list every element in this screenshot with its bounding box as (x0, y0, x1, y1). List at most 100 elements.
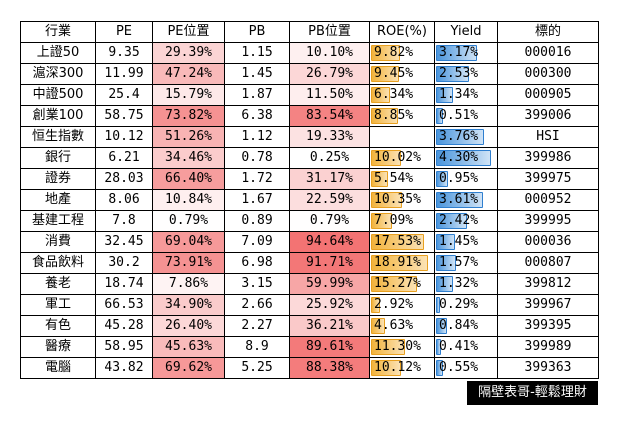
cell-pe-percentile: 10.84% (152, 189, 225, 211)
cell-ticker: 000807 (497, 252, 599, 274)
roe-bar (371, 255, 428, 271)
cell-pe: 32.45 (95, 231, 153, 253)
roe-bar (371, 276, 417, 292)
cell-roe: 2.92% (369, 294, 435, 316)
cell-pe: 58.95 (95, 336, 153, 358)
yield-bar (436, 213, 468, 229)
cell-pe-percentile: 29.39% (152, 42, 225, 64)
cell-ticker: 399989 (497, 336, 599, 358)
yield-bar (436, 255, 457, 271)
cell-pe: 18.74 (95, 273, 153, 295)
cell-pb-percentile: 94.64% (289, 231, 370, 253)
cell-pb: 3.15 (224, 273, 290, 295)
roe-value: 17.53% (374, 234, 421, 249)
cell-industry: 銀行 (20, 147, 96, 169)
yield-value: 4.30% (439, 150, 479, 165)
cell-pb-percentile: 36.21% (289, 315, 370, 337)
table-row: 上證50 9.35 29.39% 1.15 10.10% 9.82% 3.17% 000016 (20, 42, 599, 64)
cell-pb-percentile: 89.61% (289, 336, 370, 358)
roe-bar (371, 108, 398, 124)
cell-pb: 1.72 (224, 168, 290, 190)
yield-bar (436, 171, 449, 187)
cell-ticker: 399006 (497, 105, 599, 127)
cell-pb-percentile: 31.17% (289, 168, 370, 190)
cell-ticker: 000905 (497, 84, 599, 106)
roe-value: 4.63% (374, 318, 414, 333)
cell-roe: 9.82% (369, 42, 435, 64)
table-row: 證券 28.03 66.40% 1.72 31.17% 5.54% 0.95% 399975 (20, 168, 599, 190)
cell-yield: 0.95% (434, 168, 498, 190)
cell-yield: 2.42% (434, 210, 498, 232)
cell-industry: 消費 (20, 231, 96, 253)
roe-value: 2.92% (374, 297, 414, 312)
yield-value: 2.42% (439, 213, 479, 228)
roe-bar (371, 171, 388, 187)
table-row: 創業100 58.75 73.82% 6.38 83.54% 8.85% 0.51% 3990… (20, 105, 599, 127)
watermark-label: 隔壁表哥-輕鬆理財 (467, 381, 598, 405)
cell-yield: 1.45% (434, 231, 498, 253)
roe-bar (371, 45, 401, 61)
cell-industry: 有色 (20, 315, 96, 337)
cell-yield: 0.29% (434, 294, 498, 316)
cell-pb-percentile: 91.71% (289, 252, 370, 274)
roe-value: 5.54% (374, 171, 414, 186)
yield-bar (436, 360, 444, 376)
table-row: 食品飲料 30.2 73.91% 6.98 91.71% 18.91% 1.57% 00080… (20, 252, 599, 274)
cell-pb: 2.66 (224, 294, 290, 316)
cell-industry: 創業100 (20, 105, 96, 127)
cell-ticker: 000300 (497, 63, 599, 85)
roe-value: 6.34% (374, 87, 414, 102)
cell-roe: 17.53% (369, 231, 435, 253)
table-row: 銀行 6.21 34.46% 0.78 0.25% 10.02% 4.30% 399986 (20, 147, 599, 169)
table-row: 地產 8.06 10.84% 1.67 22.59% 10.35% 3.61% 000952 (20, 189, 599, 211)
cell-pb-percentile: 88.38% (289, 357, 370, 379)
yield-bar (436, 339, 442, 355)
roe-bar (371, 150, 402, 166)
cell-yield: 2.53% (434, 63, 498, 85)
cell-industry: 電腦 (20, 357, 96, 379)
cell-pe-percentile: 69.04% (152, 231, 225, 253)
cell-yield: 0.51% (434, 105, 498, 127)
col-header-pb-percentile: PB位置 (289, 21, 370, 43)
cell-roe: 5.54% (369, 168, 435, 190)
col-header-industry: 行業 (20, 21, 96, 43)
cell-pe-percentile: 73.91% (152, 252, 225, 274)
cell-ticker: 000016 (497, 42, 599, 64)
cell-yield: 1.34% (434, 84, 498, 106)
roe-value: 11.30% (374, 339, 421, 354)
cell-pb-percentile: 59.99% (289, 273, 370, 295)
cell-ticker: 399363 (497, 357, 599, 379)
cell-pe: 30.2 (95, 252, 153, 274)
table-row: 中證500 25.4 15.79% 1.87 11.50% 6.34% 1.34% 00090… (20, 84, 599, 106)
cell-pb-percentile: 0.25% (289, 147, 370, 169)
cell-roe: 10.02% (369, 147, 435, 169)
table-row: 滬深300 11.99 47.24% 1.45 26.79% 9.45% 2.53% 0003… (20, 63, 599, 85)
cell-yield: 0.41% (434, 336, 498, 358)
cell-ticker: HSI (497, 126, 599, 148)
cell-ticker: 399395 (497, 315, 599, 337)
yield-value: 1.34% (439, 87, 479, 102)
cell-industry: 醫療 (20, 336, 96, 358)
cell-pb-percentile: 22.59% (289, 189, 370, 211)
yield-bar (436, 318, 447, 334)
cell-roe: 10.35% (369, 189, 435, 211)
cell-industry: 食品飲料 (20, 252, 96, 274)
cell-roe (369, 126, 435, 148)
cell-pe-percentile: 7.86% (152, 273, 225, 295)
yield-value: 0.41% (439, 339, 479, 354)
cell-pb: 6.98 (224, 252, 290, 274)
cell-pb: 1.15 (224, 42, 290, 64)
cell-pe: 28.03 (95, 168, 153, 190)
cell-pb: 2.27 (224, 315, 290, 337)
yield-bar (436, 108, 443, 124)
cell-ticker: 399986 (497, 147, 599, 169)
roe-value: 15.27% (374, 276, 421, 291)
cell-roe: 6.34% (369, 84, 435, 106)
cell-pb: 1.12 (224, 126, 290, 148)
cell-roe: 8.85% (369, 105, 435, 127)
cell-pb: 1.67 (224, 189, 290, 211)
yield-value: 1.57% (439, 255, 479, 270)
roe-bar (371, 318, 385, 334)
cell-pe: 45.28 (95, 315, 153, 337)
yield-bar (436, 234, 455, 250)
